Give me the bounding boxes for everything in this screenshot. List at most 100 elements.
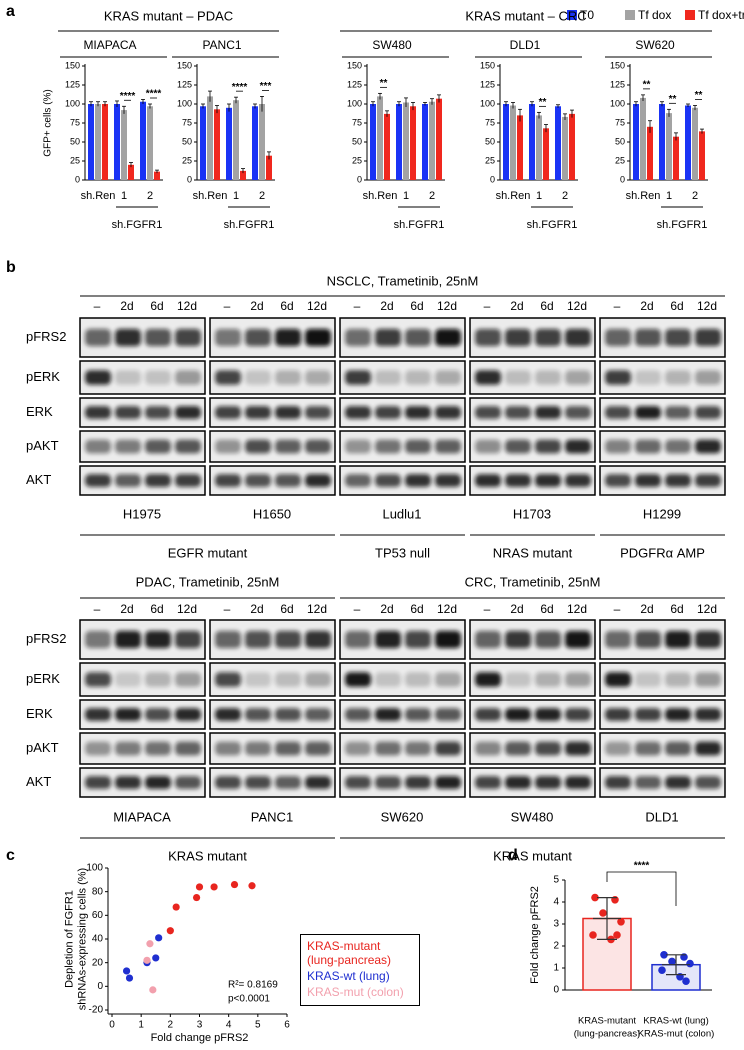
blot-band [475, 474, 501, 487]
x-tick-label: 1 [233, 190, 239, 202]
legend-swatch [685, 10, 695, 20]
protein-label: pFRS2 [26, 631, 66, 646]
cell-line-label: H1703 [513, 506, 551, 521]
blot-band [145, 474, 171, 487]
bar [403, 102, 409, 180]
blot-band [85, 776, 111, 789]
blot-band [145, 406, 171, 419]
blot-band [245, 474, 271, 487]
bar [510, 105, 516, 180]
protein-label: pERK [26, 671, 60, 686]
scatter-point [149, 986, 157, 994]
blot-band [345, 474, 371, 487]
lane-label: 12d [697, 299, 717, 313]
cell-line-label: SW620 [381, 809, 424, 824]
error-bar [385, 110, 389, 117]
blot-band [175, 630, 201, 649]
blot-band [535, 406, 561, 419]
blot-band [115, 776, 141, 789]
blot-band [345, 370, 371, 385]
cell-line-label: PANC1 [251, 809, 293, 824]
blot-band [665, 370, 691, 385]
legend-label: T0 [580, 8, 594, 22]
error-bar [241, 168, 245, 174]
protein-label: AKT [26, 774, 51, 789]
blot-band [505, 741, 531, 756]
genotype-label: PDGFRα AMP [620, 545, 705, 560]
blot-band [535, 474, 561, 487]
blot-band [175, 439, 201, 454]
blot-band [475, 630, 501, 649]
x-tick-label: 2 [562, 190, 568, 202]
blot-band [475, 776, 501, 789]
x-tick-label: 0 [109, 1020, 115, 1031]
blot-band [275, 672, 301, 687]
bar [114, 104, 120, 180]
blot-band [345, 328, 371, 347]
blot-band [345, 672, 371, 687]
lane-label: 6d [150, 299, 163, 313]
lane-label: 12d [437, 602, 457, 616]
legend-swatch [625, 10, 635, 20]
y-tick-label: 75 [182, 117, 192, 127]
bar [647, 126, 653, 180]
blot-band [85, 741, 111, 756]
bar [529, 104, 535, 180]
data-point [591, 893, 599, 902]
blot-band [115, 328, 141, 347]
data-point [682, 977, 690, 985]
error-bar [89, 101, 93, 107]
blot-band [215, 741, 241, 756]
bar [95, 104, 101, 180]
facet-title: SW620 [635, 38, 675, 52]
data-point [613, 931, 621, 939]
y-tick-label: 25 [615, 155, 625, 165]
protein-label: pERK [26, 369, 60, 384]
lane-label: – [484, 299, 491, 313]
y-tick-label: 25 [352, 155, 362, 165]
x-tick-label: 2 [147, 190, 153, 202]
lane-label: 12d [307, 299, 327, 313]
blot-band [85, 630, 111, 649]
error-bar [563, 113, 567, 120]
blot-band [635, 439, 661, 454]
bar [673, 136, 679, 180]
blot-band [405, 741, 431, 756]
blot-band [215, 439, 241, 454]
error-bar [411, 102, 415, 111]
bar [140, 101, 146, 180]
blot-band [435, 328, 461, 347]
error-bar [227, 103, 231, 112]
y-tick-label: 50 [485, 136, 495, 146]
cell-line-label: DLD1 [645, 809, 678, 824]
significance: **** [232, 82, 248, 93]
lane-label: – [354, 299, 361, 313]
error-bar [660, 101, 664, 107]
bar [562, 116, 568, 180]
blot-band [535, 630, 561, 649]
bar [214, 109, 220, 180]
blot-band [695, 708, 721, 721]
lane-label: 6d [670, 299, 683, 313]
cell-line-label: H1650 [253, 506, 291, 521]
blot-band [535, 328, 561, 347]
error-bar [96, 101, 100, 107]
lane-label: 6d [410, 299, 423, 313]
error-bar [260, 96, 264, 112]
blot-band [435, 776, 461, 789]
blot-band [435, 708, 461, 721]
error-bar [404, 97, 408, 108]
y-tick-label: 0 [553, 985, 559, 996]
legend-entry: KRAS-mutant (lung-pancreas) [307, 939, 392, 967]
blot-band [85, 370, 111, 385]
blot-band [175, 474, 201, 487]
error-bar [371, 101, 375, 107]
blot-band [345, 630, 371, 649]
blot-band [505, 439, 531, 454]
cell-line-label: MIAPACA [113, 809, 171, 824]
lane-label: 12d [177, 602, 197, 616]
blot-band [635, 672, 661, 687]
blot-band [175, 328, 201, 347]
blot-band [245, 672, 271, 687]
group-label: KRAS mutant – PDAC [104, 8, 233, 23]
